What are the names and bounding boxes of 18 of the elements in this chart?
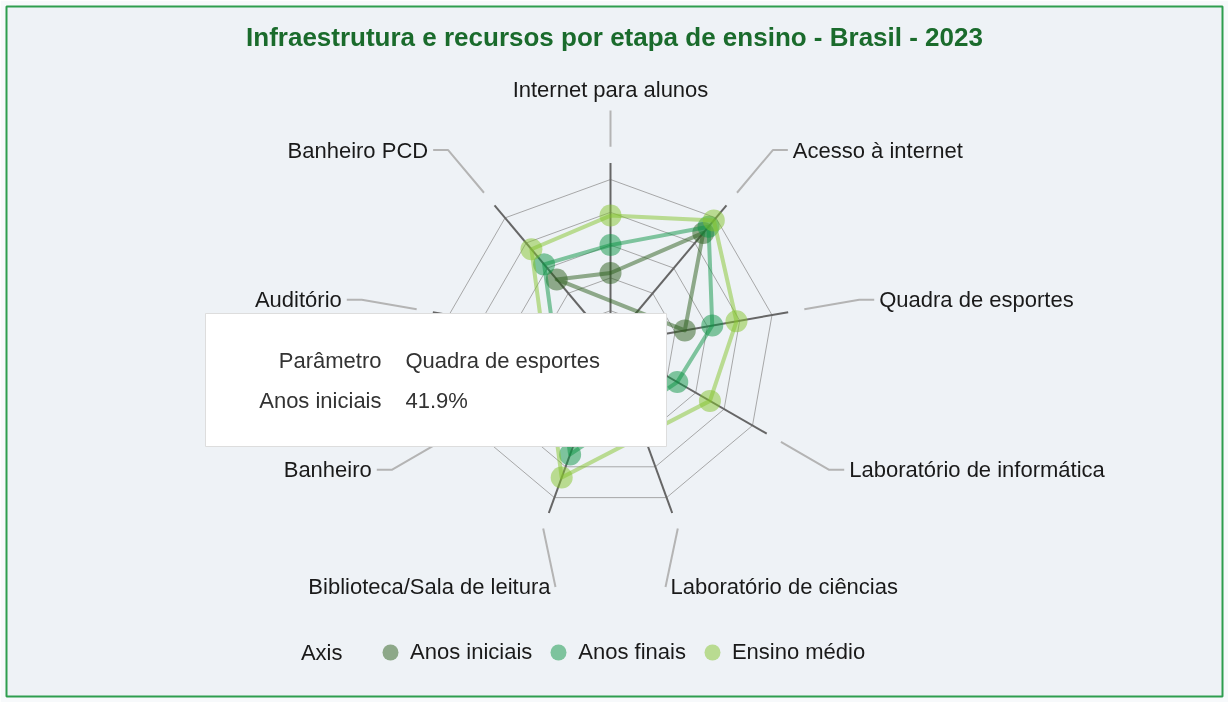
text: Quadra de esportes — [405, 348, 600, 373]
spoke-label: Banheiro — [283, 457, 372, 483]
legend-label: Ensino médio — [731, 639, 866, 665]
spoke-label: Quadra de esportes — [879, 287, 1074, 313]
legend-label: Anos finais — [578, 639, 686, 665]
spoke-label: Biblioteca/Sala de leitura — [308, 574, 552, 600]
text: Anos iniciais — [259, 388, 382, 413]
chart-title: Infraestrutura e recursos por etapa de ensino - Brasil - 2023 — [246, 21, 983, 52]
spoke-label: Acesso à internet — [792, 137, 963, 163]
spoke-label: Internet para alunos — [512, 77, 709, 103]
spoke-label: Banheiro PCD — [287, 137, 429, 163]
spoke-label: Auditório — [254, 287, 342, 313]
spoke-label: Laboratório de informática — [849, 457, 1106, 483]
spoke-label: Laboratório de ciências — [670, 574, 898, 600]
legend-label: Anos iniciais — [410, 639, 533, 665]
legend-title: Axis — [300, 640, 343, 665]
text: 41.9% — [405, 388, 468, 413]
text: Parâmetro — [278, 348, 382, 373]
